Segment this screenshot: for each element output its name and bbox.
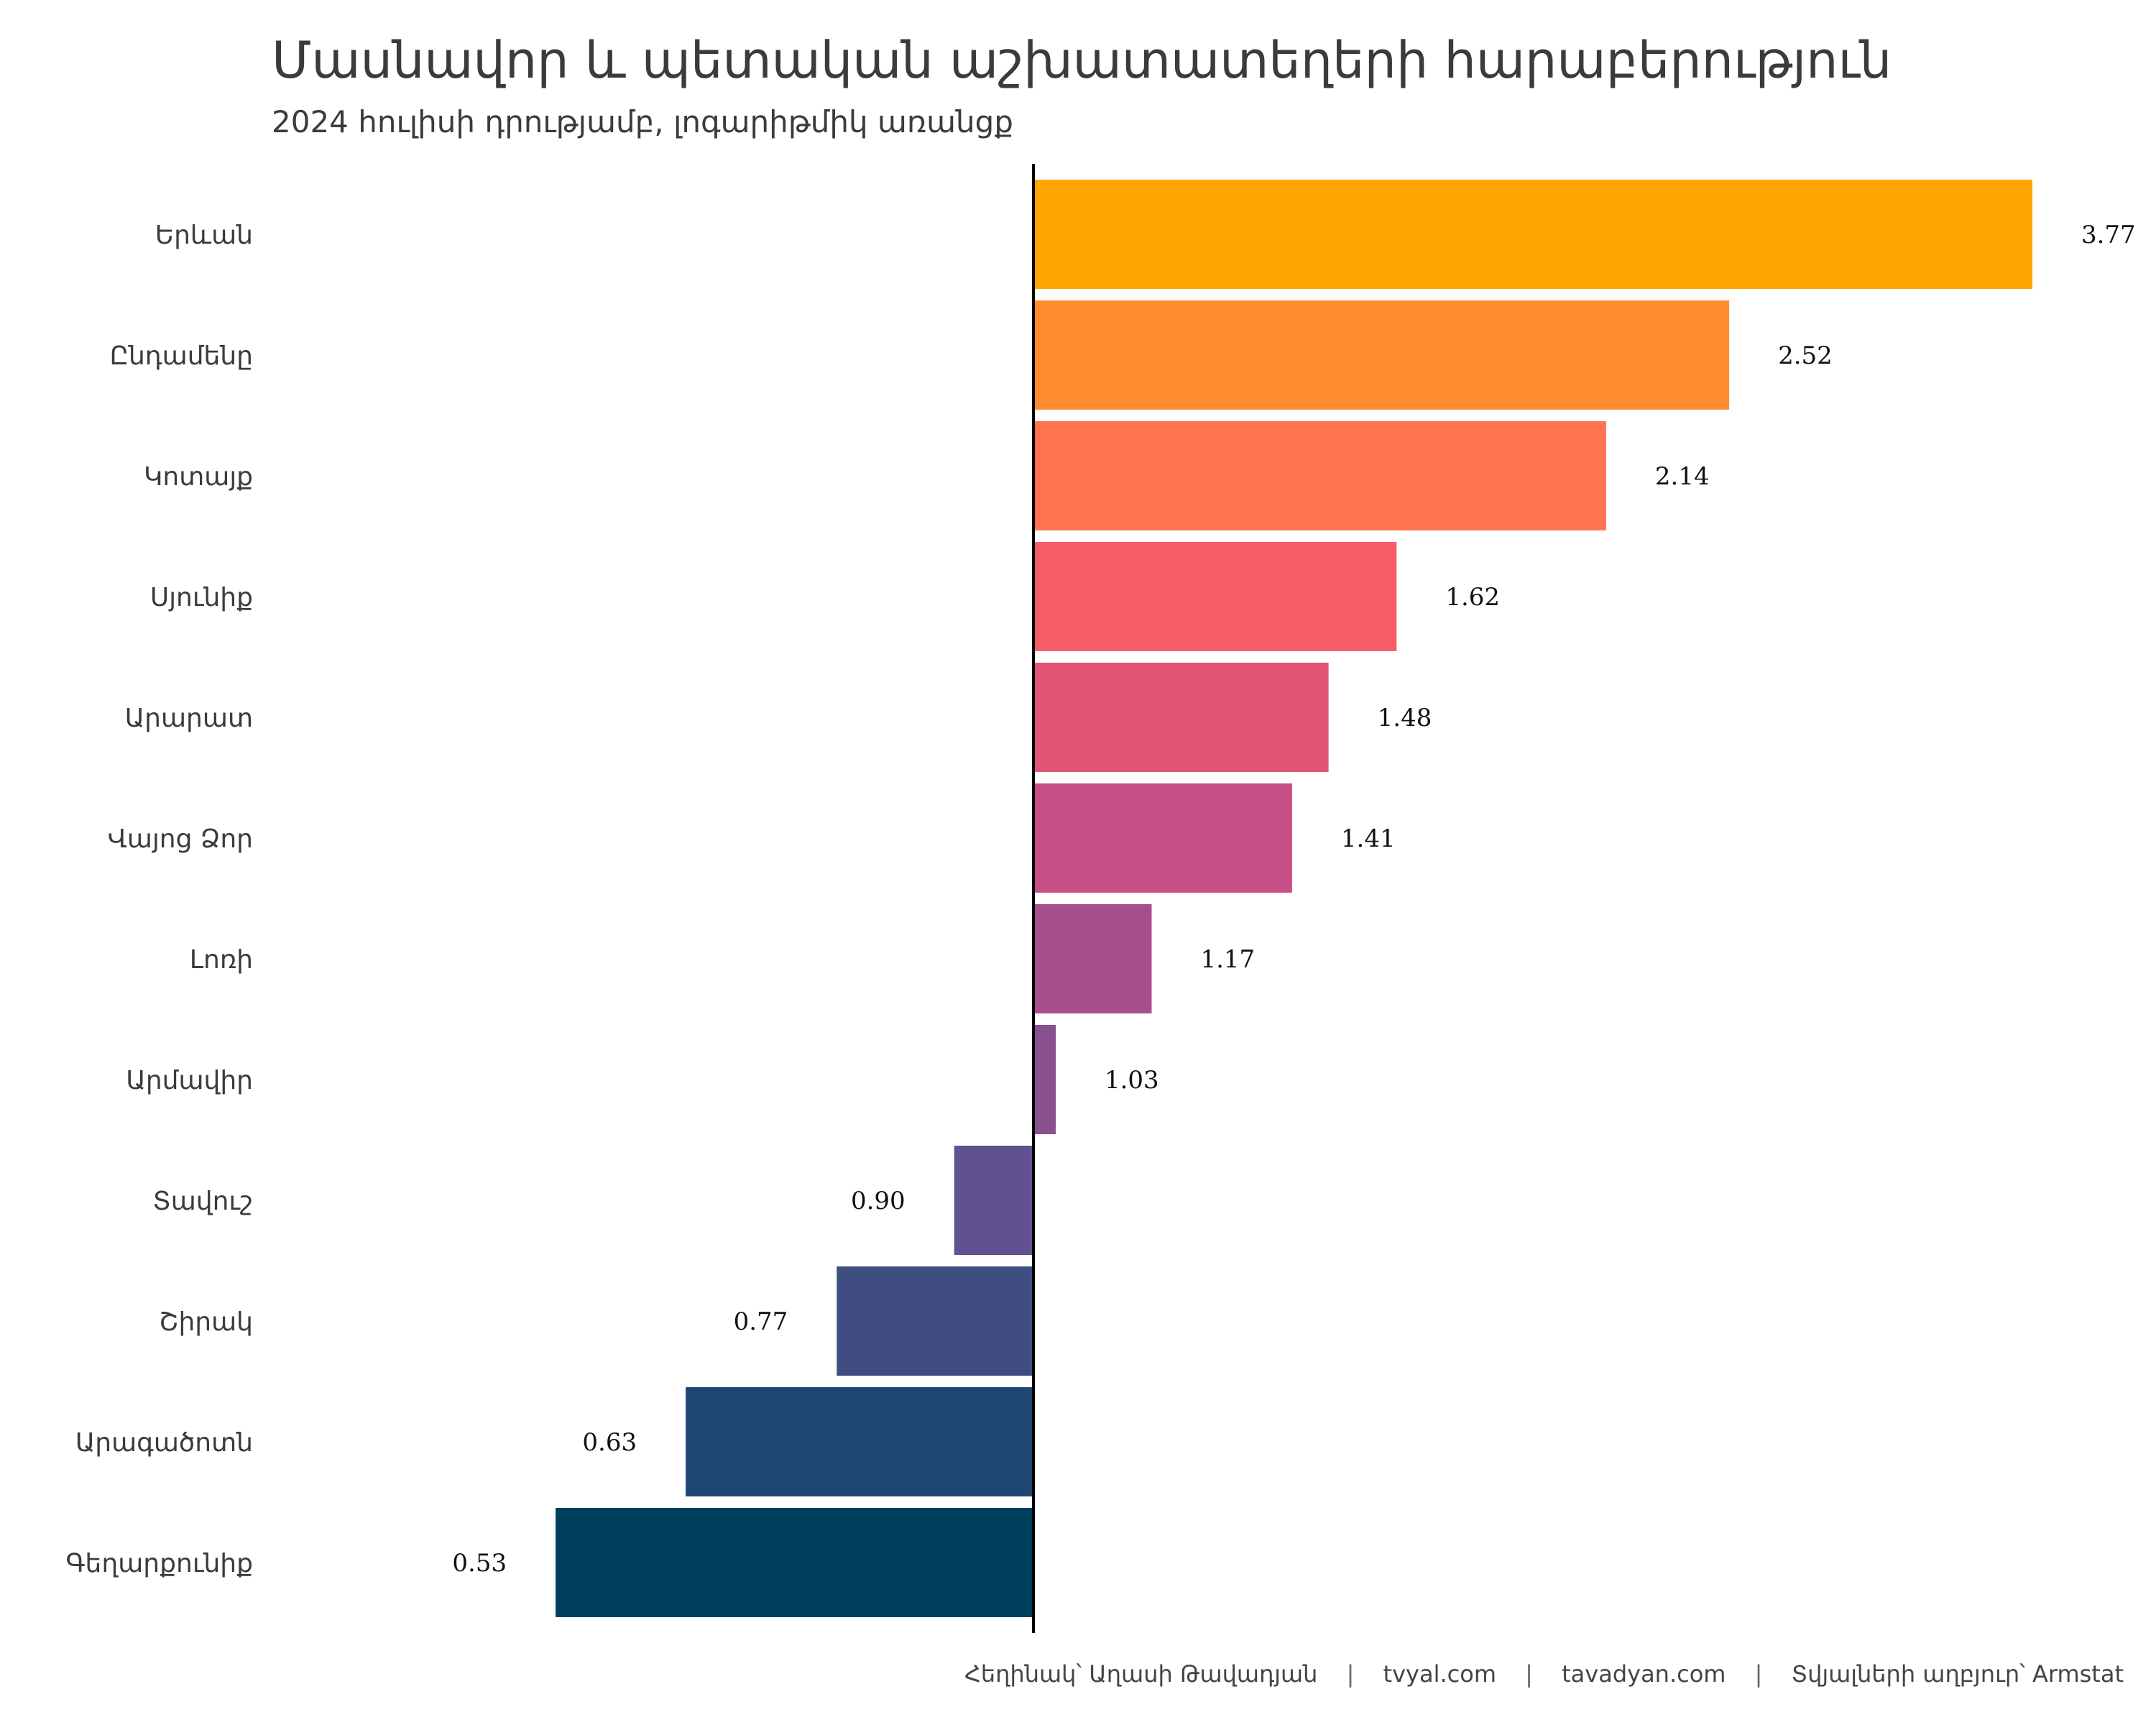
- category-label: Արմավիր: [126, 1066, 253, 1095]
- category-label: Կոտայք: [144, 462, 253, 492]
- value-labels-group: 3.77 2.52 2.14 1.62 1.48 1.41 1.17 1.03 0.90 0.77…: [452, 221, 2135, 1578]
- bar-2: [1033, 421, 1606, 530]
- caption-site-tvyal: tvyal.com: [1383, 1660, 1496, 1688]
- chart-subtitle: 2024 հուլիսի դրությամբ, լոգարիթմիկ առանց…: [272, 104, 1013, 139]
- chart-title: Մասնավոր և պետական աշխատատեղերի հարաբերո…: [272, 31, 1892, 90]
- value-label: 0.53: [452, 1549, 507, 1578]
- category-label: Վայոց Ձոր: [108, 824, 253, 854]
- category-labels-group: Երևան Ընդամենը Կոտայք Սյունիք Արարատ Վայոց Ձո…: [65, 221, 253, 1578]
- value-label: 1.17: [1200, 945, 1255, 974]
- bar-6: [1033, 904, 1152, 1013]
- bar-1: [1033, 300, 1730, 410]
- bar-0: [1033, 180, 2032, 289]
- category-label: Շիրակ: [159, 1307, 253, 1337]
- bar-8: [954, 1146, 1034, 1255]
- bar-4: [1033, 663, 1329, 772]
- value-label: 1.41: [1341, 824, 1396, 853]
- value-label: 0.77: [734, 1307, 788, 1336]
- category-label: Երևան: [155, 221, 253, 250]
- category-label: Տավուշ: [152, 1187, 253, 1216]
- value-label: 1.62: [1445, 583, 1500, 612]
- bars-group: [556, 180, 2032, 1617]
- caption-source: Տվյալների աղբյուր՝ Armstat: [1792, 1660, 2124, 1688]
- caption-line: Հեղինակ՝ Աղասի Թավադյան | tvyal.com | ta…: [964, 1660, 2124, 1688]
- category-label: Արարատ: [125, 704, 253, 733]
- value-label: 1.48: [1378, 704, 1432, 732]
- bar-5: [1033, 783, 1292, 893]
- bar-11: [556, 1508, 1034, 1617]
- category-label: Արագածոտն: [75, 1428, 253, 1458]
- category-label: Սյունիք: [150, 583, 253, 612]
- caption-separator: |: [1755, 1660, 1763, 1688]
- bar-10: [686, 1387, 1034, 1496]
- caption-site-tavadyan: tavadyan.com: [1562, 1660, 1726, 1688]
- value-label: 2.14: [1655, 462, 1710, 491]
- category-label: Ընդամենը: [110, 341, 253, 371]
- bar-7: [1033, 1025, 1056, 1134]
- value-label: 0.90: [851, 1187, 906, 1215]
- caption-separator: |: [1347, 1660, 1355, 1688]
- value-label: 1.03: [1105, 1066, 1159, 1095]
- caption-author: Հեղինակ՝ Աղասի Թավադյան: [964, 1660, 1317, 1688]
- caption-separator: |: [1525, 1660, 1533, 1688]
- value-label: 0.63: [582, 1428, 637, 1457]
- bar-9: [837, 1266, 1034, 1376]
- category-label: Լոռի: [190, 945, 253, 975]
- value-label: 3.77: [2081, 221, 2136, 249]
- value-label: 2.52: [1778, 341, 1833, 370]
- bar-3: [1033, 542, 1397, 651]
- category-label: Գեղարքունիք: [65, 1549, 253, 1578]
